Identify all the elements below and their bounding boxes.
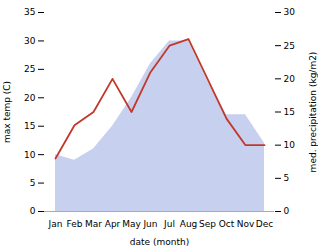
- svg-text:Aug: Aug: [180, 219, 198, 229]
- svg-text:Oct: Oct: [219, 219, 235, 229]
- svg-text:May: May: [122, 219, 141, 229]
- svg-text:Jul: Jul: [163, 219, 175, 229]
- svg-text:0: 0: [30, 206, 36, 216]
- svg-text:5: 5: [30, 178, 36, 188]
- svg-text:Apr: Apr: [105, 219, 121, 229]
- svg-text:med. precipitation (kg/m2): med. precipitation (kg/m2): [308, 52, 318, 173]
- svg-text:30: 30: [284, 7, 296, 17]
- svg-text:Mar: Mar: [85, 219, 102, 229]
- svg-text:25: 25: [24, 64, 35, 74]
- svg-text:Dec: Dec: [256, 219, 273, 229]
- svg-text:10: 10: [24, 150, 36, 160]
- svg-text:20: 20: [284, 74, 296, 84]
- svg-text:35: 35: [24, 7, 35, 17]
- svg-text:20: 20: [24, 93, 36, 103]
- svg-text:30: 30: [24, 36, 36, 46]
- svg-text:5: 5: [284, 173, 290, 183]
- svg-text:Feb: Feb: [67, 219, 83, 229]
- svg-text:25: 25: [284, 41, 295, 51]
- svg-text:0: 0: [284, 206, 290, 216]
- svg-text:Jan: Jan: [48, 219, 63, 229]
- svg-text:Nov: Nov: [237, 219, 255, 229]
- svg-text:15: 15: [284, 107, 295, 117]
- svg-text:date (month): date (month): [130, 237, 189, 247]
- svg-text:15: 15: [24, 121, 35, 131]
- svg-text:max temp (C): max temp (C): [2, 81, 12, 143]
- svg-text:Jun: Jun: [142, 219, 157, 229]
- svg-text:10: 10: [284, 140, 296, 150]
- svg-text:Sep: Sep: [199, 219, 216, 229]
